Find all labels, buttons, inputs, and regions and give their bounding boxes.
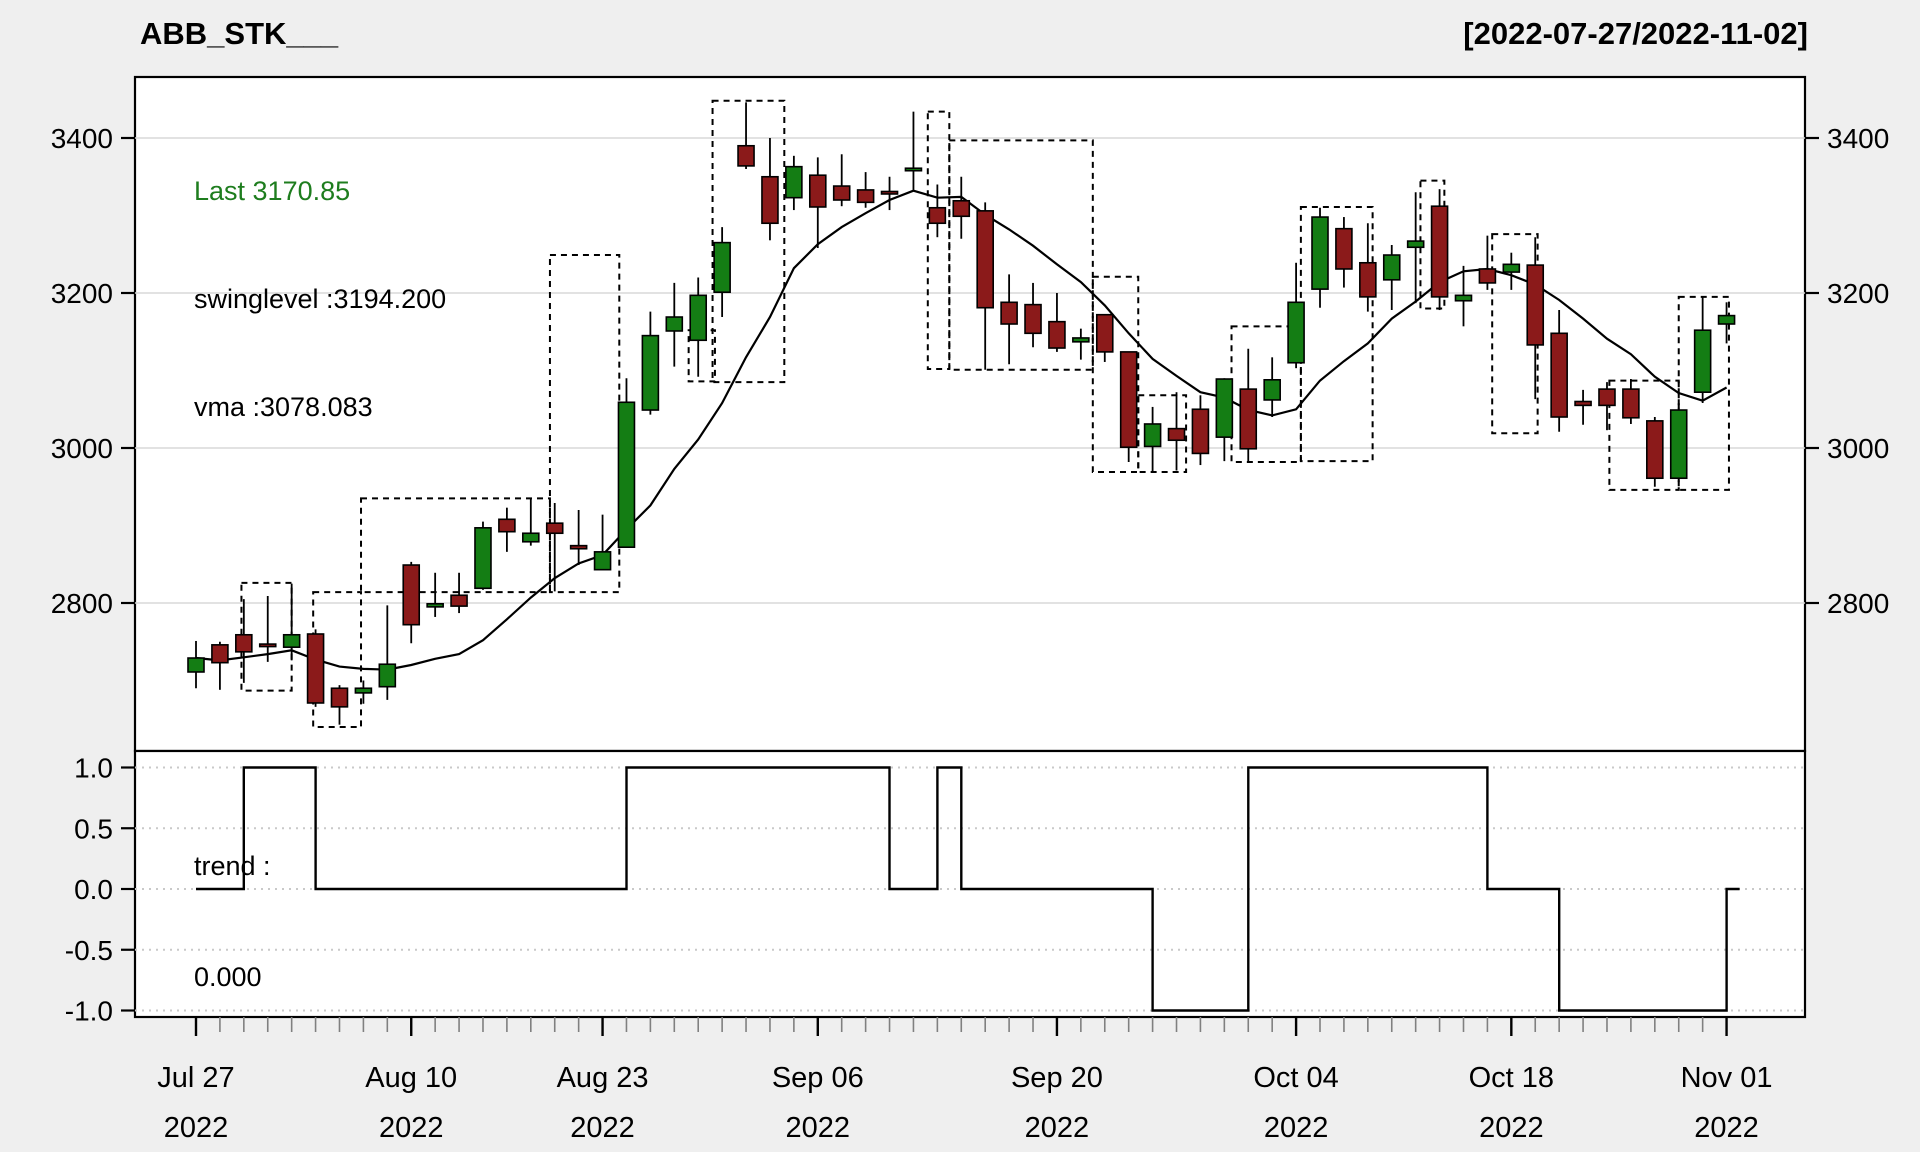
svg-text:Oct 04: Oct 04: [1253, 1062, 1338, 1094]
legend-swinglevel: swinglevel :3194.200: [194, 284, 447, 314]
trend-label-line2: 0.000: [194, 962, 262, 992]
svg-text:2022: 2022: [786, 1112, 851, 1144]
svg-text:2022: 2022: [1264, 1112, 1329, 1144]
svg-text:2022: 2022: [1694, 1112, 1759, 1144]
svg-text:3200: 3200: [51, 278, 113, 309]
svg-text:Sep 20: Sep 20: [1011, 1062, 1103, 1094]
svg-text:Sep 06: Sep 06: [772, 1062, 864, 1094]
svg-text:2022: 2022: [1479, 1112, 1544, 1144]
svg-text:0.5: 0.5: [74, 813, 113, 844]
svg-text:2022: 2022: [164, 1112, 229, 1144]
svg-text:Nov 01: Nov 01: [1681, 1062, 1773, 1094]
svg-text:Jul 27: Jul 27: [157, 1062, 234, 1094]
trend-indicator-label: trend : 0.000: [194, 774, 271, 1033]
legend-last-price: Last 3170.85: [194, 176, 351, 206]
svg-text:-0.5: -0.5: [65, 935, 113, 966]
svg-text:2800: 2800: [1827, 588, 1889, 619]
legend-vma: vma :3078.083: [194, 392, 373, 422]
svg-text:2022: 2022: [1025, 1112, 1090, 1144]
svg-text:3400: 3400: [1827, 123, 1889, 154]
chart-legend: Last 3170.85 swinglevel :3194.200 vma :3…: [194, 101, 446, 461]
svg-text:Aug 23: Aug 23: [557, 1062, 649, 1094]
svg-text:2022: 2022: [379, 1112, 444, 1144]
svg-text:1.0: 1.0: [74, 753, 113, 784]
date-range-label: [2022-07-27/2022-11-02]: [1463, 16, 1808, 51]
svg-text:Aug 10: Aug 10: [365, 1062, 457, 1094]
svg-text:3400: 3400: [51, 123, 113, 154]
svg-text:2022: 2022: [570, 1112, 635, 1144]
svg-text:2800: 2800: [51, 588, 113, 619]
svg-text:0.0: 0.0: [74, 874, 113, 905]
trend-label-line1: trend :: [194, 851, 271, 881]
svg-text:3000: 3000: [1827, 433, 1889, 464]
svg-text:Oct 18: Oct 18: [1469, 1062, 1554, 1094]
svg-text:3200: 3200: [1827, 278, 1889, 309]
svg-text:-1.0: -1.0: [65, 996, 113, 1027]
svg-text:3000: 3000: [51, 433, 113, 464]
chart-title: ABB_STK___: [140, 16, 339, 51]
